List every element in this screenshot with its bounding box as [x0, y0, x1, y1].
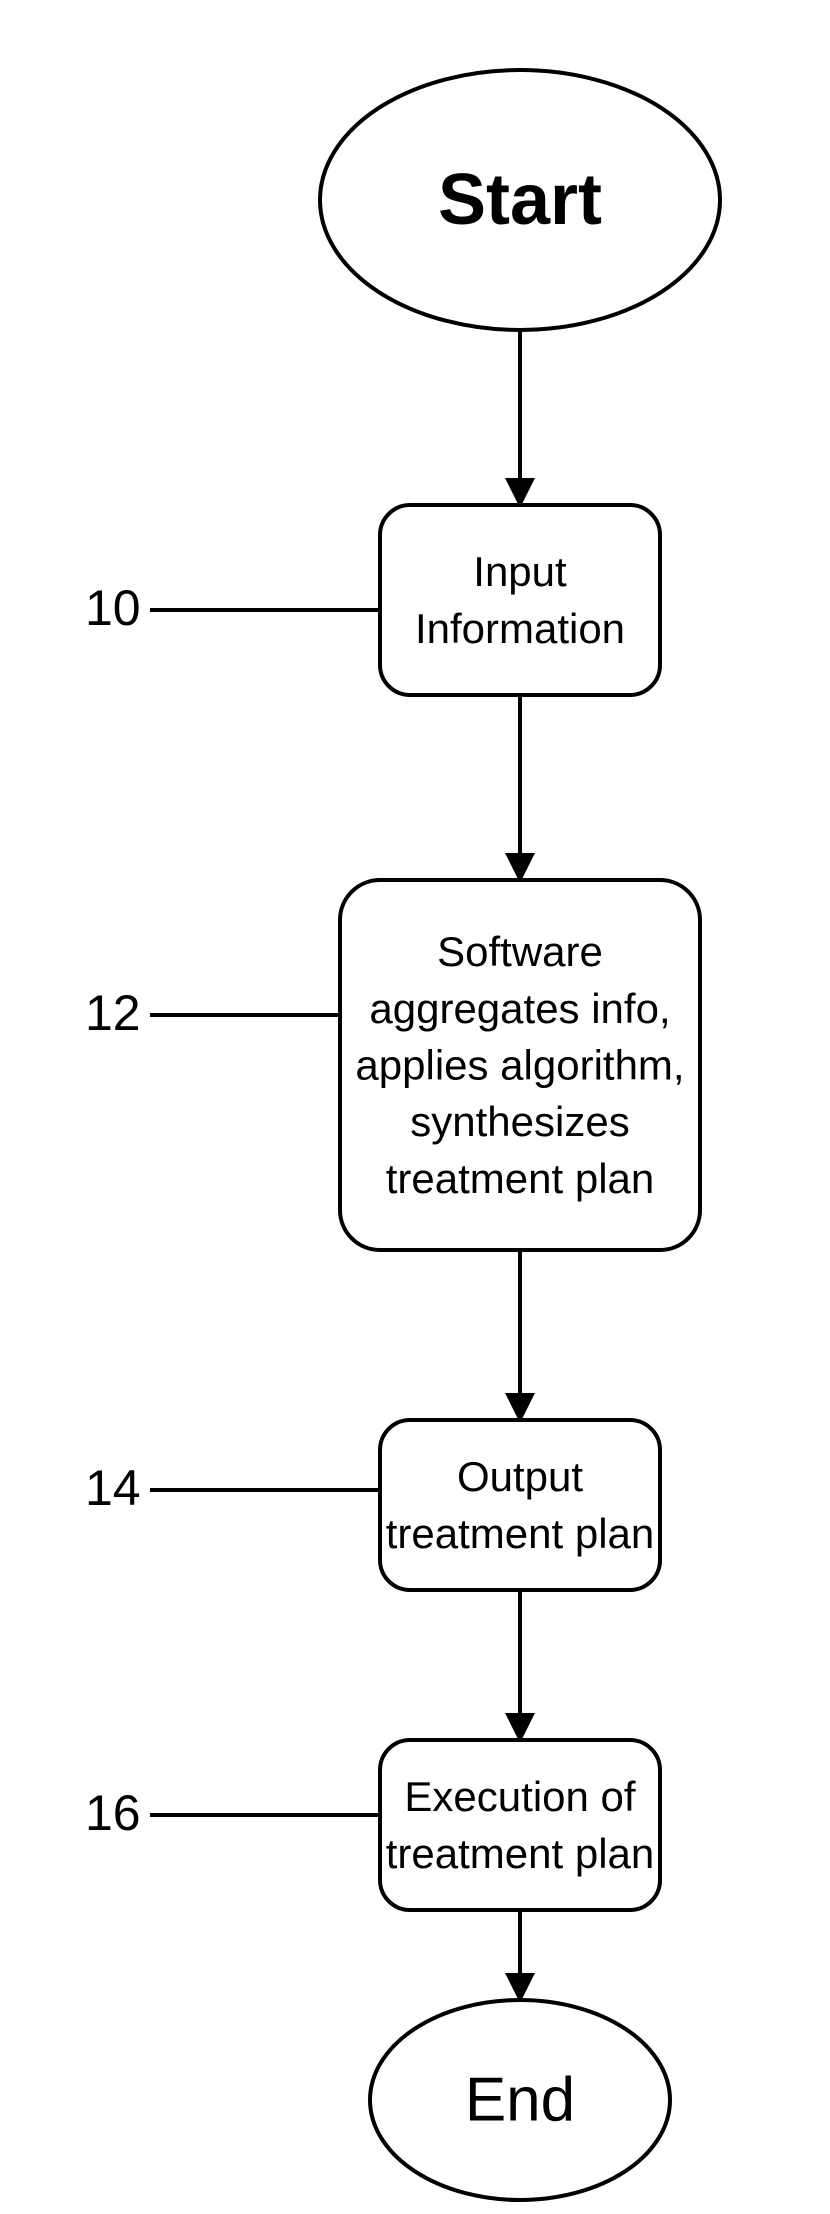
node-input-info: [380, 505, 660, 695]
ref-label-10: 10: [85, 580, 141, 636]
flowchart: 10121416StartInputInformationSoftwareagg…: [0, 0, 830, 2214]
node-label-start: Start: [438, 160, 602, 240]
ref-label-12: 12: [85, 985, 141, 1041]
node-output-plan: [380, 1420, 660, 1590]
node-execution: [380, 1740, 660, 1910]
ref-label-16: 16: [85, 1785, 141, 1841]
ref-label-14: 14: [85, 1460, 141, 1516]
node-label-end: End: [465, 2066, 575, 2135]
